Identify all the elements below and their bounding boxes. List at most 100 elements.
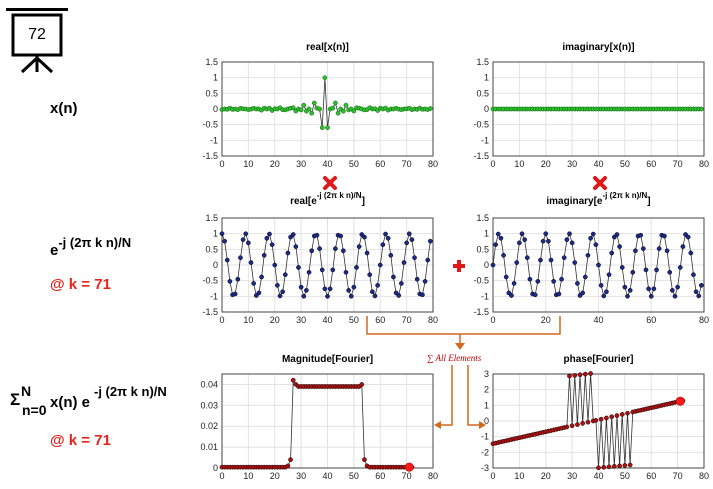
data-point: [625, 410, 630, 416]
x-tick-label: 30: [296, 159, 306, 169]
k-label-top: @ k = 71: [50, 276, 111, 293]
exp-base: e: [50, 242, 59, 259]
data-point: [495, 231, 501, 237]
data-point: [309, 248, 315, 254]
data-point: [640, 246, 646, 251]
x-tick-label: 70: [402, 159, 412, 169]
data-point: [699, 282, 704, 288]
y-tick-label: 0.5: [205, 244, 218, 254]
data-point: [564, 237, 570, 243]
chart-imag_x: 0 10 20 30 40 50 60 70 80 1.5 1 0.5 0 -0.5 -1 -1.5 imagi…: [473, 42, 709, 169]
data-point: [425, 257, 431, 263]
data-point: [428, 106, 433, 111]
data-point: [290, 105, 296, 111]
data-point: [277, 293, 283, 299]
data-point: [340, 108, 346, 114]
data-point: [327, 286, 333, 292]
x-tick-label: 0: [219, 471, 224, 481]
x-tick-label: 60: [646, 159, 656, 169]
data-point: [572, 373, 578, 378]
data-point: [596, 465, 601, 471]
chart-magnitude: 0 10 20 30 40 50 60 70 80 0.04 0.03 0.02 0.01 0 Magnit…: [200, 354, 438, 481]
y-tick-label: -1: [210, 291, 218, 301]
title-main: real[e: [290, 196, 317, 207]
to-phase-line: [467, 365, 480, 426]
sum-power: -j (2π k n)/N: [94, 384, 167, 399]
data-point: [593, 418, 599, 423]
y-tick-label: 0: [213, 104, 218, 114]
data-point: [399, 281, 404, 286]
x-tick-label: 40: [322, 315, 332, 325]
data-point: [561, 255, 567, 261]
data-point: [235, 276, 241, 282]
cross-stroke: [593, 176, 607, 190]
data-point: [282, 272, 288, 278]
chart-title: real[x(n)]: [306, 42, 349, 53]
sum-sigma: Σ: [10, 390, 21, 409]
data-point: [319, 267, 325, 273]
x-tick-label: 80: [699, 159, 709, 169]
data-point: [377, 262, 383, 268]
data-point: [490, 262, 496, 268]
data-point: [691, 272, 696, 278]
data-point: [572, 260, 578, 265]
data-point: [338, 233, 344, 239]
data-point: [412, 255, 417, 261]
data-point: [617, 244, 622, 249]
data-point: [333, 246, 338, 251]
data-point: [351, 108, 357, 114]
data-point: [367, 272, 373, 278]
data-point: [643, 267, 649, 273]
sum-all-elements-label: ∑ All Elements: [427, 353, 482, 363]
data-point: [319, 125, 325, 130]
data-point: [604, 289, 609, 295]
y-tick-label: 0.02: [200, 421, 218, 431]
data-point: [540, 238, 546, 244]
data-point: [404, 240, 409, 246]
y-tick-label: 1: [213, 73, 218, 83]
x-tick-label: 30: [567, 471, 577, 481]
multiply-icon: [323, 176, 337, 190]
y-tick-label: 1.5: [476, 57, 489, 67]
y-tick-label: 1: [484, 73, 489, 83]
data-point: [619, 265, 625, 270]
data-point: [325, 293, 330, 299]
x-tick-label: 30: [296, 315, 306, 325]
data-point: [556, 291, 562, 297]
x-tick-label: 60: [646, 315, 656, 325]
data-point: [275, 282, 280, 288]
data-point: [285, 250, 291, 256]
x-tick-label: 50: [349, 315, 359, 325]
y-tick-label: 0.01: [200, 442, 218, 452]
data-point: [246, 240, 251, 246]
slide-number-board: 72: [4, 6, 70, 74]
data-point: [351, 284, 357, 290]
data-point: [630, 269, 636, 275]
x-tick-label: 10: [243, 159, 253, 169]
x-tick-label: 20: [270, 159, 280, 169]
y-tick-label: -0.5: [202, 276, 218, 286]
data-point: [296, 265, 301, 270]
data-point: [569, 423, 575, 429]
data-point: [401, 260, 407, 265]
x-tick-label: 20: [541, 159, 551, 169]
data-point: [604, 415, 609, 421]
data-point: [532, 292, 538, 298]
y-tick-label: 0.5: [476, 88, 489, 98]
data-point: [346, 287, 351, 293]
data-point: [317, 246, 322, 251]
bracket-line: [366, 316, 561, 335]
y-tick-label: -3: [481, 463, 489, 473]
data-point: [330, 105, 336, 111]
data-point: [238, 255, 243, 261]
plus-icon: [453, 260, 465, 272]
data-point: [638, 232, 644, 238]
data-point: [564, 424, 570, 430]
data-point: [596, 262, 601, 268]
data-point: [298, 284, 304, 290]
data-point: [601, 293, 607, 299]
x-tick-label: 10: [514, 471, 524, 481]
data-point: [619, 412, 625, 417]
data-point: [670, 287, 675, 293]
x-tick-label: 20: [270, 315, 280, 325]
